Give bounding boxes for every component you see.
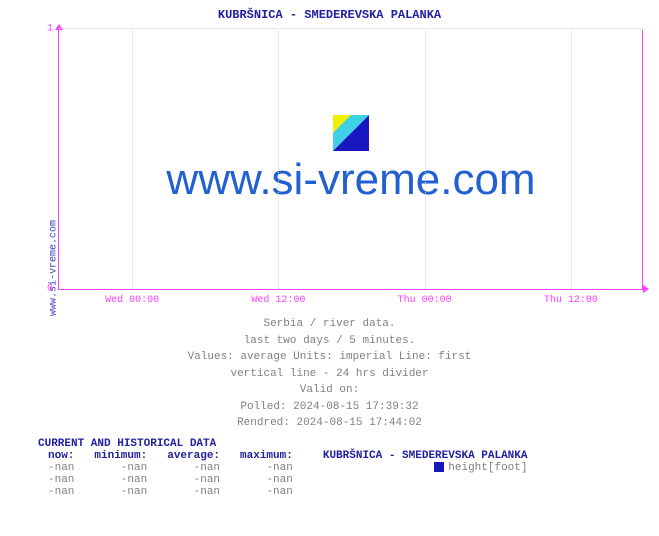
series-unit-label: height[foot]: [448, 462, 527, 474]
y-tick-label: 0: [47, 284, 59, 295]
desc-line: Polled: 2024-08-15 17:39:32: [0, 399, 659, 416]
table-cell: -nan: [230, 486, 303, 498]
data-table: now:minimum:average:maximum:KUBRŠNICA - …: [38, 450, 537, 498]
x-tick-label: Wed 00:00: [105, 289, 159, 306]
table-cell: -nan: [157, 462, 230, 474]
legend-swatch: [434, 462, 444, 472]
table-cell: -nan: [230, 462, 303, 474]
grid-line: [425, 30, 426, 289]
table-row: -nan-nan-nan-nan: [38, 474, 537, 486]
table-header: minimum:: [84, 450, 157, 462]
series-name-header: KUBRŠNICA - SMEDEREVSKA PALANKA: [303, 450, 538, 462]
desc-line: vertical line - 24 hrs divider: [0, 366, 659, 383]
watermark-icon: [333, 115, 369, 151]
grid-line: [59, 28, 643, 29]
table-header: now:: [38, 450, 84, 462]
empty-cell: [303, 474, 538, 486]
x-tick-label: Thu 12:00: [544, 289, 598, 306]
chart-description: Serbia / river data. last two days / 5 m…: [0, 316, 659, 432]
watermark-text: www.si-vreme.com: [166, 155, 535, 204]
empty-cell: [303, 486, 538, 498]
table-header: average:: [157, 450, 230, 462]
table-cell: -nan: [157, 486, 230, 498]
desc-line: Values: average Units: imperial Line: fi…: [0, 349, 659, 366]
x-axis-arrow: [643, 285, 649, 293]
data-section: CURRENT AND HISTORICAL DATA now:minimum:…: [38, 438, 537, 498]
table-header: maximum:: [230, 450, 303, 462]
table-cell: -nan: [38, 462, 84, 474]
desc-line: Serbia / river data.: [0, 316, 659, 333]
data-section-title: CURRENT AND HISTORICAL DATA: [38, 438, 537, 450]
desc-line: Rendred: 2024-08-15 17:44:02: [0, 415, 659, 432]
desc-line: last two days / 5 minutes.: [0, 333, 659, 350]
table-cell: -nan: [230, 474, 303, 486]
end-marker-line: [642, 30, 643, 289]
grid-line: [132, 30, 133, 289]
table-row: -nan-nan-nan-nan: [38, 486, 537, 498]
grid-line: [571, 30, 572, 289]
watermark: www.si-vreme.com: [59, 115, 643, 205]
series-legend-cell: height[foot]: [303, 462, 538, 474]
x-tick-label: Wed 12:00: [251, 289, 305, 306]
table-cell: -nan: [38, 486, 84, 498]
chart-plot-area: www.si-vreme.com 01Wed 00:00Wed 12:00Thu…: [58, 30, 643, 290]
table-cell: -nan: [38, 474, 84, 486]
chart-title: KUBRŠNICA - SMEDEREVSKA PALANKA: [0, 8, 659, 22]
desc-line: Valid on:: [0, 382, 659, 399]
table-row: -nan-nan-nan-nanheight[foot]: [38, 462, 537, 474]
table-cell: -nan: [157, 474, 230, 486]
x-tick-label: Thu 00:00: [398, 289, 452, 306]
table-cell: -nan: [84, 462, 157, 474]
y-tick-label: 1: [47, 24, 59, 35]
grid-line: [278, 30, 279, 289]
table-cell: -nan: [84, 474, 157, 486]
table-cell: -nan: [84, 486, 157, 498]
